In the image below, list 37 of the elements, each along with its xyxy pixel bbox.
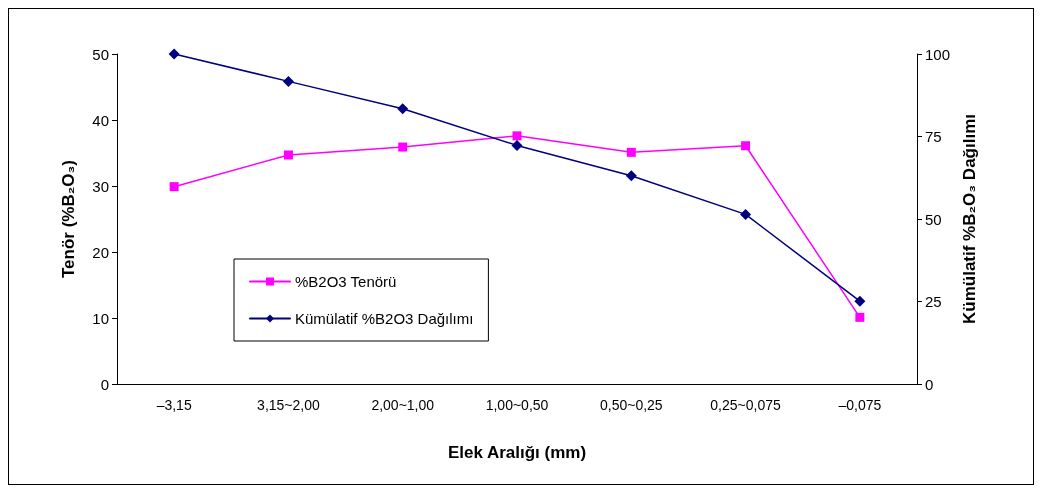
point — [397, 103, 409, 115]
x-tick-label: 0,25~0,075 — [710, 397, 782, 413]
point — [512, 131, 522, 141]
y2-tick-label: 100 — [925, 45, 951, 63]
point — [854, 295, 866, 307]
point — [511, 139, 523, 151]
point — [741, 141, 751, 151]
point — [855, 312, 865, 322]
x-tick-label: 2,00~1,00 — [371, 397, 435, 413]
x-tick-label: 3,15~2,00 — [257, 397, 320, 413]
point — [283, 150, 293, 160]
point — [168, 48, 180, 60]
point — [625, 170, 637, 182]
y-tick-label: 50 — [92, 45, 109, 63]
x-tick-label: –0,075 — [838, 397, 882, 413]
y-tick-label: 10 — [92, 309, 109, 327]
y-tick-label: 40 — [92, 111, 109, 129]
point — [398, 142, 408, 152]
y-tick-label: 30 — [92, 177, 109, 195]
point — [740, 208, 752, 220]
x-axis-title: Elek Aralığı (mm) — [447, 443, 587, 462]
y-axis-title: Tenör (%B₂O₃) — [59, 159, 78, 279]
x-tick-label: 1,00~0,50 — [485, 397, 549, 413]
y-tick-label: 0 — [100, 375, 109, 393]
y2-tick-label: 0 — [925, 375, 934, 393]
x-tick-label: –3,15 — [156, 397, 192, 413]
y-tick-label: 20 — [92, 243, 109, 261]
point — [626, 147, 636, 157]
y2-tick-label: 75 — [925, 128, 942, 145]
legend-label: Kümülatif %B2O3 Dağılımı — [295, 310, 474, 327]
y2-tick-label: 25 — [925, 293, 942, 310]
x-tick-label: 0,50~0,25 — [599, 397, 663, 413]
y2-axis-title: Kümülatif %B₂O₃ Dağılımı — [959, 114, 979, 324]
y2-tick-label: 50 — [925, 210, 942, 228]
legend-label: %B2O3 Tenörü — [295, 273, 397, 290]
point — [282, 75, 294, 87]
point — [169, 182, 179, 192]
